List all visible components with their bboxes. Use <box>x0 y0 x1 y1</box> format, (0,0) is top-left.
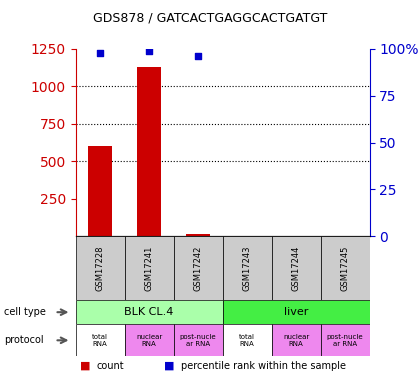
FancyBboxPatch shape <box>76 236 125 300</box>
Text: BLK CL.4: BLK CL.4 <box>124 307 174 317</box>
Text: post-nucle
ar RNA: post-nucle ar RNA <box>180 334 216 347</box>
Text: GSM17241: GSM17241 <box>144 246 154 291</box>
Text: nuclear
RNA: nuclear RNA <box>136 334 162 347</box>
FancyBboxPatch shape <box>320 236 370 300</box>
Text: ■: ■ <box>164 361 174 370</box>
Text: GSM17243: GSM17243 <box>243 245 252 291</box>
FancyBboxPatch shape <box>76 324 125 356</box>
Text: GSM17245: GSM17245 <box>341 246 349 291</box>
FancyBboxPatch shape <box>223 300 370 324</box>
Text: GDS878 / GATCACTGAGGCACTGATGT: GDS878 / GATCACTGAGGCACTGATGT <box>93 11 327 24</box>
Text: count: count <box>97 361 124 370</box>
FancyBboxPatch shape <box>223 236 272 300</box>
Text: percentile rank within the sample: percentile rank within the sample <box>181 361 346 370</box>
Text: ■: ■ <box>80 361 90 370</box>
Text: nuclear
RNA: nuclear RNA <box>283 334 309 347</box>
FancyBboxPatch shape <box>76 300 223 324</box>
FancyBboxPatch shape <box>272 236 320 300</box>
FancyBboxPatch shape <box>320 324 370 356</box>
FancyBboxPatch shape <box>173 324 223 356</box>
Text: total
RNA: total RNA <box>239 334 255 347</box>
Point <box>97 50 103 55</box>
Text: total
RNA: total RNA <box>92 334 108 347</box>
Bar <box>88 146 113 236</box>
Point <box>195 53 202 59</box>
Bar <box>137 67 161 236</box>
Text: GSM17242: GSM17242 <box>194 246 202 291</box>
FancyBboxPatch shape <box>173 236 223 300</box>
Text: protocol: protocol <box>4 335 44 345</box>
Text: post-nucle
ar RNA: post-nucle ar RNA <box>327 334 363 347</box>
Point <box>146 48 152 54</box>
Text: GSM17228: GSM17228 <box>96 245 105 291</box>
FancyBboxPatch shape <box>272 324 320 356</box>
Text: cell type: cell type <box>4 307 46 317</box>
FancyBboxPatch shape <box>125 236 173 300</box>
Bar <box>186 234 210 236</box>
FancyBboxPatch shape <box>223 324 272 356</box>
FancyBboxPatch shape <box>125 324 173 356</box>
Text: GSM17244: GSM17244 <box>291 246 301 291</box>
Text: liver: liver <box>284 307 308 317</box>
